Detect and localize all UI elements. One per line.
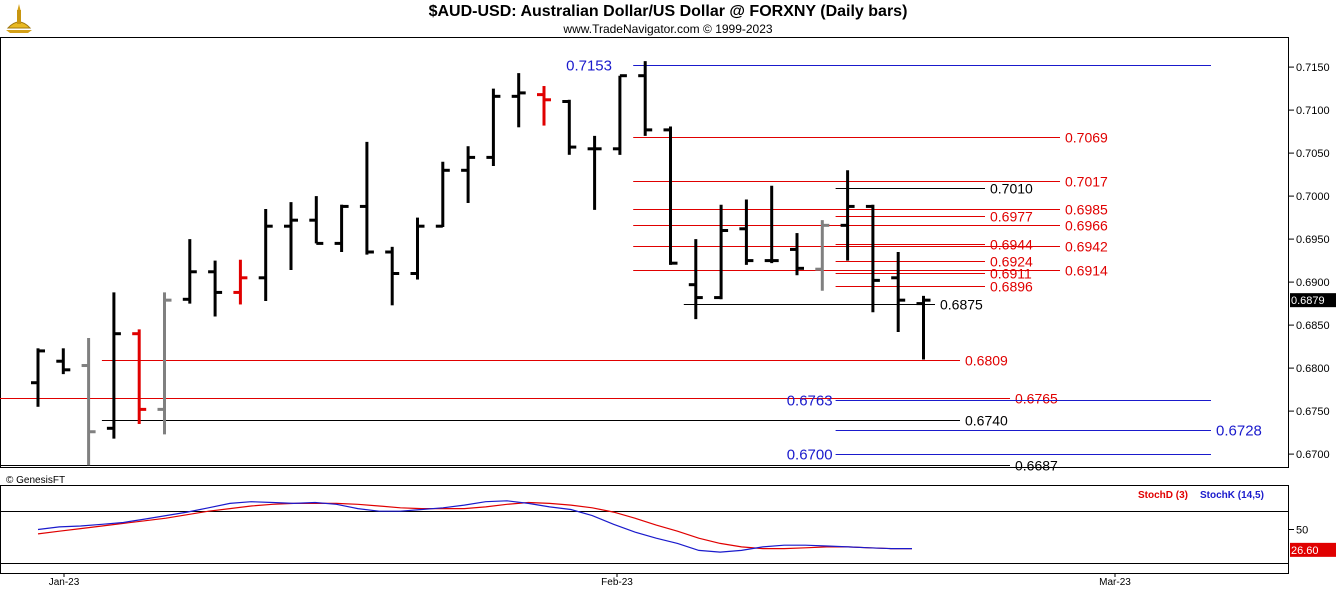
bars-layer [31,61,931,466]
logo-icon [4,2,34,34]
level-label: 0.6985 [1065,202,1108,218]
chart-subtitle: www.TradeNavigator.com © 1999-2023 [563,22,773,36]
level-label: 0.6977 [990,209,1033,225]
levels-layer: 0.7153 0.7069 0.7017 0.7010 0.6985 0.6977 0.69… [0,58,1262,474]
stoch-panel-frame [0,485,1289,574]
x-tick-label: Jan-23 [49,577,80,588]
level-label: 0.6914 [1065,263,1108,279]
chart-header: $AUD-USD: Australian Dollar/US Dollar @ … [0,0,1336,38]
level-label: 0.6875 [940,297,983,313]
y-tick-label: 0.7100 [1296,105,1330,117]
level-label: 0.6740 [965,413,1008,429]
y-tick-label: 0.6900 [1296,277,1330,289]
y-tick-label: 0.6700 [1296,449,1330,461]
y-tick-label: 0.6750 [1296,406,1330,418]
stochd-legend: StochD (3) [1138,490,1188,501]
level-label: 0.6896 [990,279,1033,295]
date-axis: Jan-23 Feb-23 Mar-23 [49,573,1131,588]
level-label: 0.6911 [990,266,1032,282]
x-tick-label: Feb-23 [601,577,633,588]
stoch-last-label: 26.60 [1291,545,1319,557]
level-label: 0.6924 [990,254,1033,270]
level-label: 0.6687 [1015,458,1058,474]
level-label: 0.7017 [1065,174,1108,190]
last-price-box [1290,293,1336,308]
level-label: 0.7069 [1065,130,1108,146]
y-tick-label: 0.6850 [1296,320,1330,332]
level-label: 0.6728 [1216,423,1262,440]
level-label: 0.6966 [1065,218,1108,234]
chart-title: $AUD-USD: Australian Dollar/US Dollar @ … [428,3,908,20]
stochk-line [37,500,912,553]
level-label: 0.7153 [566,58,612,75]
y-tick-label: 0.7000 [1296,191,1330,203]
stoch-last-box [1290,542,1336,557]
level-label: 0.6809 [965,353,1008,369]
last-price-label: 0.6879 [1291,295,1325,307]
copyright-label: © GenesisFT [6,475,65,486]
level-label: 0.6944 [990,237,1033,253]
level-label: 0.6942 [1065,239,1108,255]
level-label: 0.7010 [990,181,1033,197]
level-label: 0.6700 [787,447,833,464]
level-label: 0.6763 [787,393,833,410]
stochd-line [37,501,912,550]
y-tick-label: 0.6800 [1296,363,1330,375]
price-axis: 0.7150 0.7100 0.7050 0.7000 0.6950 0.6900 0.68… [1289,62,1336,461]
stoch-layer: 50 26.60 [37,500,1336,557]
level-label: 0.6765 [1015,391,1058,407]
stochk-legend: StochK (14,5) [1200,490,1264,501]
y-tick-label: 0.7050 [1296,148,1330,160]
price-panel-frame [0,37,1289,468]
x-tick-label: Mar-23 [1099,577,1131,588]
stoch-y-tick-label: 50 [1296,525,1308,537]
y-tick-label: 0.6950 [1296,234,1330,246]
y-tick-label: 0.7150 [1296,62,1330,74]
